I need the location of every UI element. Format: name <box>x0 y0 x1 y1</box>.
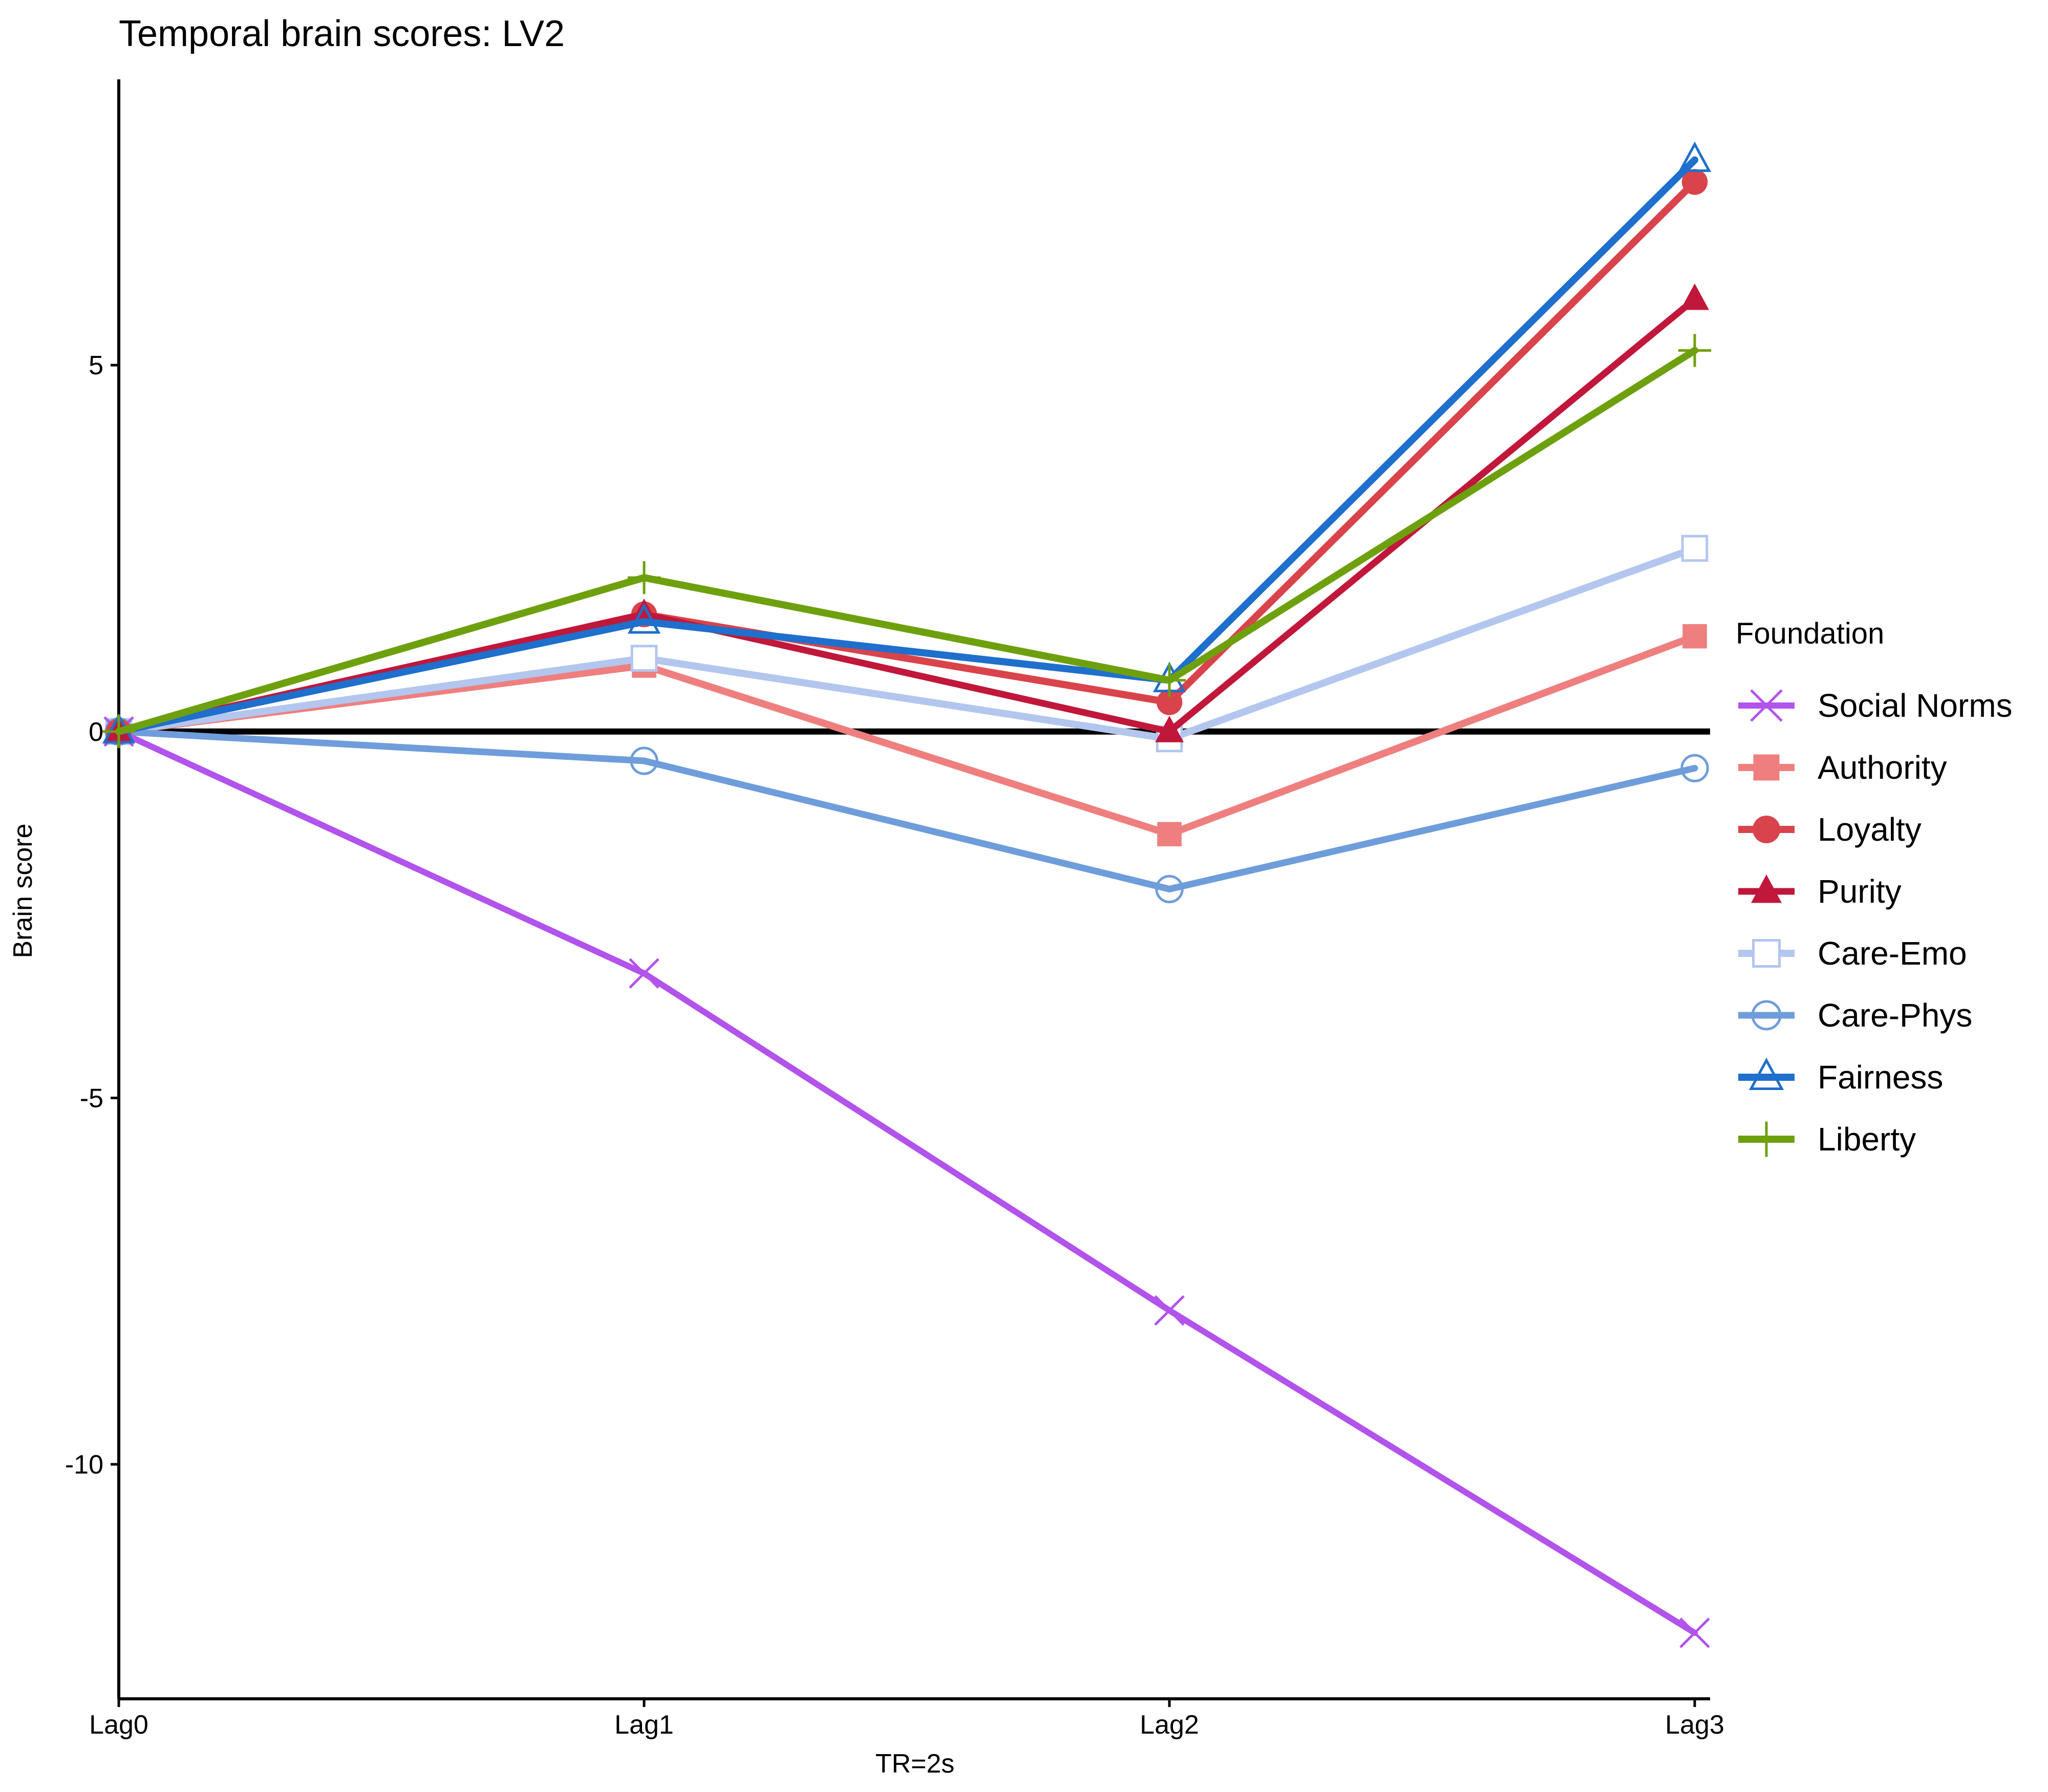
legend-label: Liberty <box>1818 1121 1916 1158</box>
marker-shape <box>1753 754 1780 781</box>
y-axis-title: Brain score <box>8 824 38 958</box>
legend-label: Authority <box>1818 749 1947 786</box>
legend-marker <box>1750 689 1783 722</box>
y-tick-label: 5 <box>89 351 103 380</box>
data-point-purity <box>1680 283 1709 310</box>
chart-title: Temporal brain scores: LV2 <box>119 13 565 54</box>
legend-marker <box>1748 1057 1784 1090</box>
x-tick-label: Lag3 <box>1665 1710 1724 1740</box>
data-point-care-phys <box>1155 874 1184 904</box>
legend-label: Care-Emo <box>1818 935 1967 972</box>
data-point-authority <box>1157 822 1182 846</box>
marker-shape <box>1680 283 1709 310</box>
legend-label: Care-Phys <box>1818 997 1972 1034</box>
plot-area: -10 -5 0 5 Lag0 Lag1 Lag2 Lag3 <box>65 79 1724 1740</box>
marker-shape <box>1680 754 1709 783</box>
legend-marker <box>1753 816 1780 843</box>
data-point-purity <box>1155 715 1184 742</box>
marker-shape <box>1156 689 1183 715</box>
x-tick-label: Lag0 <box>89 1710 148 1740</box>
legend-item-authority: Authority <box>1738 749 1947 786</box>
legend-item-liberty: Liberty <box>1738 1121 1916 1158</box>
marker-shape <box>1752 939 1781 968</box>
data-point-care-emo <box>630 645 658 672</box>
data-point-liberty <box>102 715 136 748</box>
data-point-loyalty <box>1156 689 1183 715</box>
legend-marker <box>1751 874 1782 903</box>
data-point-authority <box>1682 624 1707 649</box>
legend-label: Fairness <box>1818 1059 1943 1096</box>
legend-label: Social Norms <box>1818 687 2013 724</box>
data-point-fairness <box>627 603 661 634</box>
y-tick-label: -5 <box>80 1083 103 1113</box>
series-line-fairness <box>115 156 1698 735</box>
y-tick-label: -10 <box>65 1450 103 1480</box>
data-point-care-phys <box>630 746 658 775</box>
marker-shape <box>1155 715 1184 742</box>
marker-stroke <box>629 958 659 989</box>
legend-item-care-phys: Care-Phys <box>1738 997 1972 1034</box>
marker-shape <box>630 645 658 672</box>
series-line-liberty <box>115 347 1698 735</box>
data-point-liberty <box>1678 334 1712 367</box>
marker-stroke <box>1679 1617 1710 1648</box>
legend-item-social-norms: Social Norms <box>1738 687 2013 724</box>
legend-title: Foundation <box>1736 617 1884 650</box>
legend: Foundation Social Norms Authority Loyalty P… <box>1736 617 2013 1158</box>
data-point-liberty <box>627 561 661 594</box>
marker-stroke <box>1750 689 1783 722</box>
data-point-loyalty <box>1681 169 1708 195</box>
data-point-social-norms <box>1154 1295 1185 1326</box>
marker-shape <box>1753 816 1780 843</box>
data-point-liberty <box>1153 664 1186 697</box>
legend-marker <box>1748 1121 1784 1157</box>
legend-label: Purity <box>1818 873 1902 910</box>
marker-shape <box>1681 169 1708 195</box>
legend-item-loyalty: Loyalty <box>1738 811 1922 848</box>
legend-marker <box>1751 1000 1782 1031</box>
data-point-social-norms <box>629 958 659 989</box>
x-axis-title: TR=2s <box>876 1749 955 1779</box>
series-line-authority <box>115 632 1698 838</box>
y-tick-label: 0 <box>89 717 103 747</box>
marker-shape <box>1678 141 1712 172</box>
data-point-care-phys <box>1680 754 1709 783</box>
marker-shape <box>1157 822 1182 846</box>
series-line-care-phys <box>115 728 1698 892</box>
marker-shape <box>1751 1000 1782 1031</box>
series-line-care-emo <box>115 544 1698 743</box>
marker-shape <box>627 603 661 634</box>
marker-shape <box>1155 874 1184 904</box>
data-point-care-emo <box>1681 535 1709 562</box>
legend-item-fairness: Fairness <box>1738 1057 1943 1096</box>
legend-marker <box>1752 939 1781 968</box>
marker-shape <box>1751 874 1782 903</box>
legend-item-purity: Purity <box>1738 873 1902 910</box>
data-point-fairness <box>1678 141 1712 172</box>
x-tick-label: Lag1 <box>614 1710 674 1740</box>
series-line-social-norms <box>116 728 1698 1636</box>
marker-shape <box>1682 624 1707 649</box>
marker-shape <box>630 746 658 775</box>
legend-label: Loyalty <box>1818 811 1922 848</box>
legend-item-care-emo: Care-Emo <box>1738 935 1967 972</box>
series-line-purity <box>115 295 1698 735</box>
marker-stroke <box>1154 1295 1185 1326</box>
legend-marker <box>1753 754 1780 781</box>
marker-shape <box>1748 1057 1784 1090</box>
data-point-social-norms <box>1679 1617 1710 1648</box>
marker-shape <box>1681 535 1709 562</box>
x-tick-label: Lag2 <box>1140 1710 1199 1740</box>
